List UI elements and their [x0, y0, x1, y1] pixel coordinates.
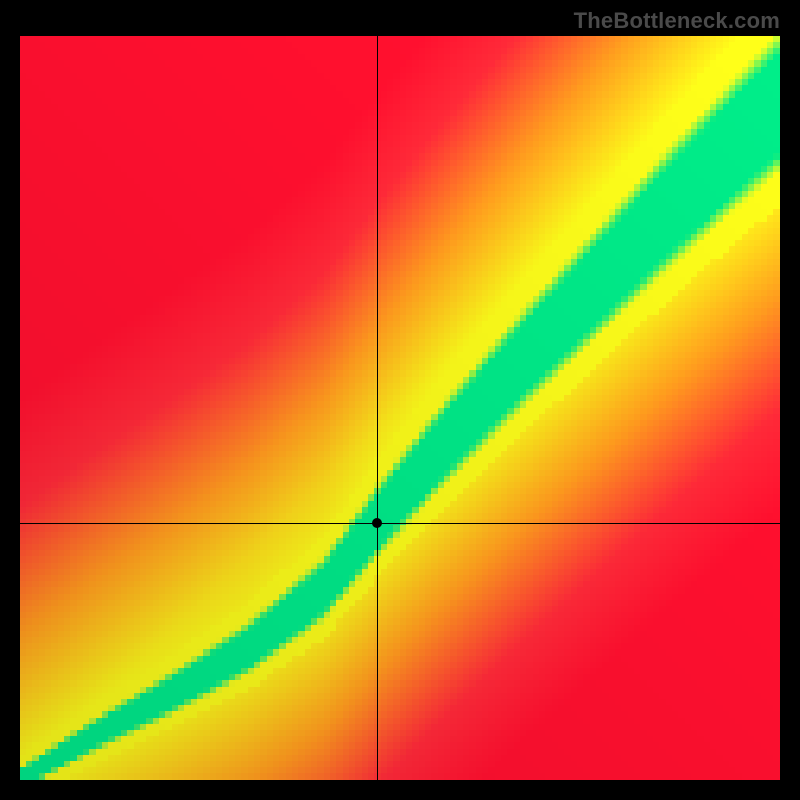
heatmap-canvas	[20, 36, 780, 780]
crosshair-horizontal	[20, 523, 780, 524]
crosshair-vertical	[377, 36, 378, 780]
heatmap-plot	[20, 36, 780, 780]
watermark-text: TheBottleneck.com	[574, 8, 780, 34]
chart-container: { "watermark": { "text": "TheBottleneck.…	[0, 0, 800, 800]
crosshair-marker	[372, 518, 382, 528]
